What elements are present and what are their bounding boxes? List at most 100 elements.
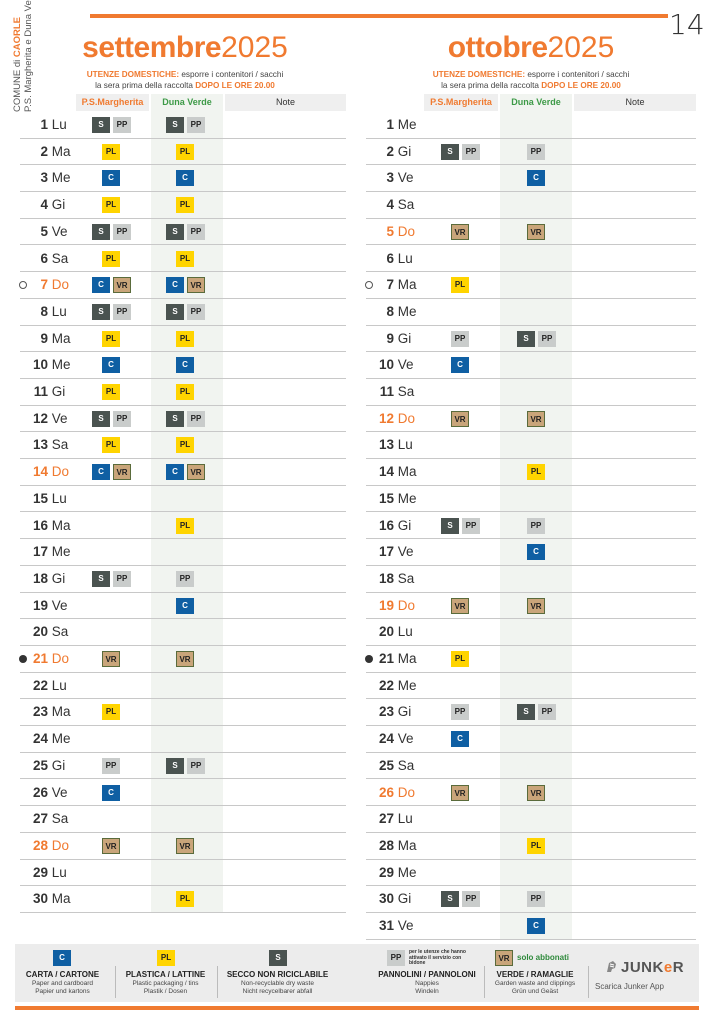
day-number: 24	[378, 731, 394, 747]
day-row: 15 Lu	[20, 486, 346, 513]
day-name: Lu	[394, 437, 413, 453]
day-row: 17 Ve C	[366, 539, 696, 566]
dv-collection-pp-badge: PP	[187, 223, 205, 240]
ps-collection-pp-badge: PP	[451, 330, 469, 347]
day-label: 8 Me	[366, 299, 416, 325]
junker-app-link[interactable]: Scarica Junker App	[595, 982, 664, 991]
day-label: 6 Lu	[366, 246, 412, 272]
day-number: 18	[32, 570, 48, 586]
day-name: Ve	[394, 357, 414, 373]
dv-collection-vr-badge: VR	[527, 784, 545, 801]
notice-text1: esporre i contenitori / sacchi	[525, 70, 630, 79]
day-label: 25 Sa	[366, 753, 414, 779]
dv-collection-pl-badge: PL	[176, 143, 194, 160]
day-label: 20 Sa	[20, 619, 68, 645]
day-row: 24 Me	[20, 726, 346, 753]
day-name: Ma	[394, 464, 417, 480]
ps-collection-c-badge: C	[102, 784, 120, 801]
junker-promo[interactable]: JUNKeR Scarica Junker App	[591, 944, 699, 1002]
day-number: 29	[32, 864, 48, 880]
day-label: 18 Sa	[366, 566, 414, 592]
day-row: 18 Sa	[366, 566, 696, 593]
day-number: 16	[32, 517, 48, 533]
ps-collection-pl-badge: PL	[102, 437, 120, 454]
day-name: Sa	[394, 570, 415, 586]
day-label: 27 Lu	[366, 806, 413, 832]
day-label: 14 Ma	[366, 459, 417, 485]
day-row: 30 Gi S PP PP	[366, 886, 696, 913]
day-name: Gi	[48, 384, 66, 399]
day-name: Lu	[48, 490, 67, 506]
junker-logo-a: JUNK	[621, 959, 664, 976]
dv-collection-c-badge: C	[527, 918, 545, 934]
junker-logo-b: e	[663, 959, 673, 976]
dv-collection-pl-badge: PL	[176, 437, 194, 454]
ps-collection-pl-badge: PL	[451, 651, 469, 667]
day-row: 27 Sa	[20, 806, 346, 833]
day-name: Ve	[394, 544, 414, 560]
day-label: 19 Ve	[20, 593, 68, 619]
ps-collection-pp-badge: PP	[113, 410, 131, 427]
day-number: 20	[32, 624, 48, 640]
legend-sub-en: Plastic packaging / tins	[132, 980, 199, 987]
day-name: Ma	[48, 330, 71, 346]
ps-collection-pl-badge: PL	[102, 197, 120, 214]
day-row: 2 Ma PL PL	[20, 139, 346, 166]
day-number: 12	[32, 410, 48, 426]
day-label: 11 Sa	[366, 379, 415, 405]
ps-collection-pp-badge: PP	[451, 704, 469, 721]
day-label: 10 Ve	[366, 352, 414, 378]
day-row: 25 Gi PP S PP	[20, 753, 346, 780]
day-name: Gi	[394, 704, 412, 720]
dv-collection-s-badge: S	[166, 223, 184, 240]
day-label: 12 Do	[366, 406, 415, 432]
day-number: 29	[378, 864, 394, 880]
ps-collection-vr-badge: VR	[451, 223, 469, 240]
day-row: 3 Ve C	[366, 165, 696, 193]
month-header-september: settembre2025 UTENZE DOMESTICHE: esporre…	[20, 28, 350, 91]
dv-collection-s-badge: S	[166, 303, 184, 320]
notice: UTENZE DOMESTICHE: esporre i contenitori…	[20, 70, 350, 91]
legend-sub: Plastic packaging / tins Plastik / Dosen	[118, 980, 213, 996]
day-row: 22 Lu	[20, 673, 346, 700]
day-number: 22	[32, 677, 48, 693]
dv-collection-c-badge: C	[527, 170, 545, 187]
day-label: 26 Ve	[20, 780, 68, 806]
legend-divider	[484, 966, 485, 998]
day-name: Ve	[48, 784, 68, 800]
day-label: 16 Gi	[366, 513, 411, 539]
dv-collection-pp-badge: PP	[527, 143, 545, 160]
day-label: 2 Gi	[366, 139, 411, 165]
dv-collection-pl-badge: PL	[176, 517, 194, 534]
day-row: 2 Gi S PP PP	[366, 139, 696, 166]
day-label: 26 Do	[366, 780, 415, 806]
ps-collection-pp-badge: PP	[113, 570, 131, 587]
notice-lead: UTENZE DOMESTICHE:	[86, 70, 180, 79]
day-label: 1 Lu	[20, 112, 66, 138]
day-label: 5 Do	[366, 219, 415, 245]
day-label: 24 Me	[20, 726, 71, 752]
notice-text2: la sera prima della raccolta	[95, 80, 196, 90]
column-header-note: Note	[574, 94, 696, 111]
day-label: 10 Me	[20, 352, 71, 378]
day-number: 27	[378, 811, 394, 827]
ps-collection-pl-badge: PL	[102, 330, 120, 347]
day-number: 9	[386, 330, 394, 346]
day-row: 19 Do VR VR	[366, 593, 696, 620]
day-label: 24 Ve	[366, 726, 414, 752]
legend-sub: Nappies Windeln	[373, 980, 481, 996]
day-label: 12 Ve	[20, 406, 68, 432]
day-label: 3 Me	[20, 165, 70, 191]
day-label: 7 Do	[20, 272, 69, 298]
new-moon-icon	[365, 655, 373, 663]
day-number: 4	[386, 197, 394, 213]
ps-collection-s-badge: S	[92, 117, 110, 133]
dv-collection-vr-badge: VR	[527, 410, 545, 427]
ps-collection-pp-badge: PP	[113, 117, 131, 133]
full-moon-icon	[365, 281, 373, 290]
legend-sub-en: Non-recyclable dry waste	[241, 980, 314, 987]
ps-collection-vr-badge: VR	[451, 410, 469, 427]
day-name: Sa	[394, 384, 415, 399]
day-label: 28 Do	[20, 833, 69, 859]
carta-badge: C	[53, 950, 71, 966]
